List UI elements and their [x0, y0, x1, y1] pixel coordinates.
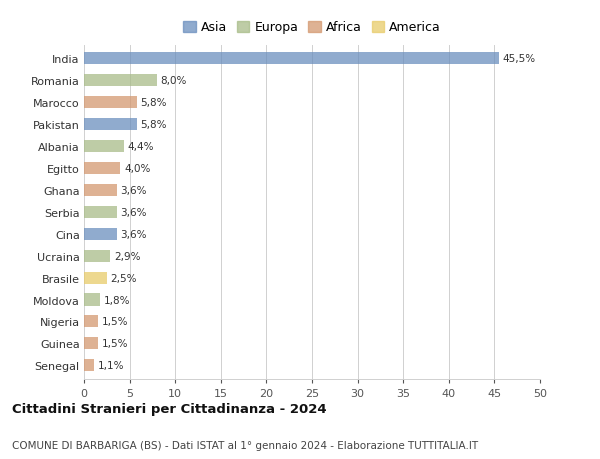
Text: COMUNE DI BARBARIGA (BS) - Dati ISTAT al 1° gennaio 2024 - Elaborazione TUTTITAL: COMUNE DI BARBARIGA (BS) - Dati ISTAT al… — [12, 440, 478, 450]
Bar — [84, 316, 98, 328]
Bar — [84, 359, 94, 371]
Text: 4,0%: 4,0% — [124, 163, 151, 174]
Text: 4,4%: 4,4% — [128, 142, 154, 151]
Text: 1,8%: 1,8% — [104, 295, 131, 305]
Legend: Asia, Europa, Africa, America: Asia, Europa, Africa, America — [181, 19, 443, 37]
Bar — [84, 162, 121, 174]
Text: 5,8%: 5,8% — [140, 120, 167, 130]
Bar — [84, 294, 100, 306]
Text: 3,6%: 3,6% — [121, 185, 147, 196]
Bar — [84, 206, 117, 218]
Bar — [84, 53, 499, 65]
Text: 2,9%: 2,9% — [114, 251, 140, 261]
Text: 5,8%: 5,8% — [140, 98, 167, 108]
Bar — [84, 272, 107, 284]
Text: 8,0%: 8,0% — [161, 76, 187, 86]
Text: 2,5%: 2,5% — [110, 273, 137, 283]
Text: Cittadini Stranieri per Cittadinanza - 2024: Cittadini Stranieri per Cittadinanza - 2… — [12, 403, 326, 415]
Text: 3,6%: 3,6% — [121, 207, 147, 217]
Text: 1,1%: 1,1% — [98, 361, 124, 370]
Bar — [84, 185, 117, 196]
Bar — [84, 119, 137, 131]
Bar — [84, 338, 98, 350]
Text: 45,5%: 45,5% — [503, 54, 536, 64]
Bar — [84, 250, 110, 262]
Bar — [84, 228, 117, 240]
Bar — [84, 97, 137, 109]
Bar — [84, 140, 124, 153]
Text: 1,5%: 1,5% — [101, 339, 128, 349]
Text: 3,6%: 3,6% — [121, 229, 147, 239]
Text: 1,5%: 1,5% — [101, 317, 128, 327]
Bar — [84, 75, 157, 87]
